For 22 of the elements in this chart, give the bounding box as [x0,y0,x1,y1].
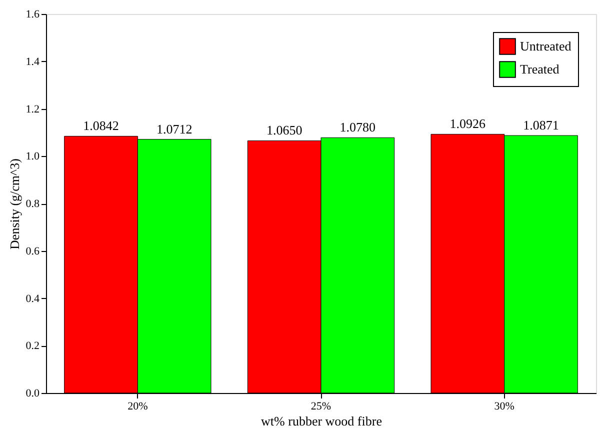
y-tick-label: 1.4 [26,56,40,68]
data-label: 1.0842 [83,118,119,134]
data-label: 1.0780 [340,120,376,135]
data-label: 1.0650 [266,122,302,138]
y-tick-label: 0.6 [26,245,40,258]
x-axis-title: wt% rubber wood fibre [261,414,382,428]
y-tick-label: 0.2 [26,340,40,352]
y-tick-label: 0.0 [26,388,40,400]
y-tick-label: 1.6 [26,8,40,20]
x-tick-label: 25% [310,400,332,412]
y-axis-title: Density (g/cm^3) [6,158,22,250]
x-tick-label: 30% [494,400,514,412]
y-tick-label: 0.4 [26,292,40,305]
data-label: 1.0871 [523,117,559,132]
data-label: 1.0926 [450,116,486,132]
y-tick-label: 0.8 [26,198,40,210]
x-tick-label: 20% [128,400,148,412]
y-tick-label: 1.0 [26,150,40,163]
legend-label: Untreated [520,38,572,54]
legend-label: Treated [520,62,560,76]
y-tick-label: 1.2 [26,103,40,116]
data-label: 1.0712 [156,121,192,136]
